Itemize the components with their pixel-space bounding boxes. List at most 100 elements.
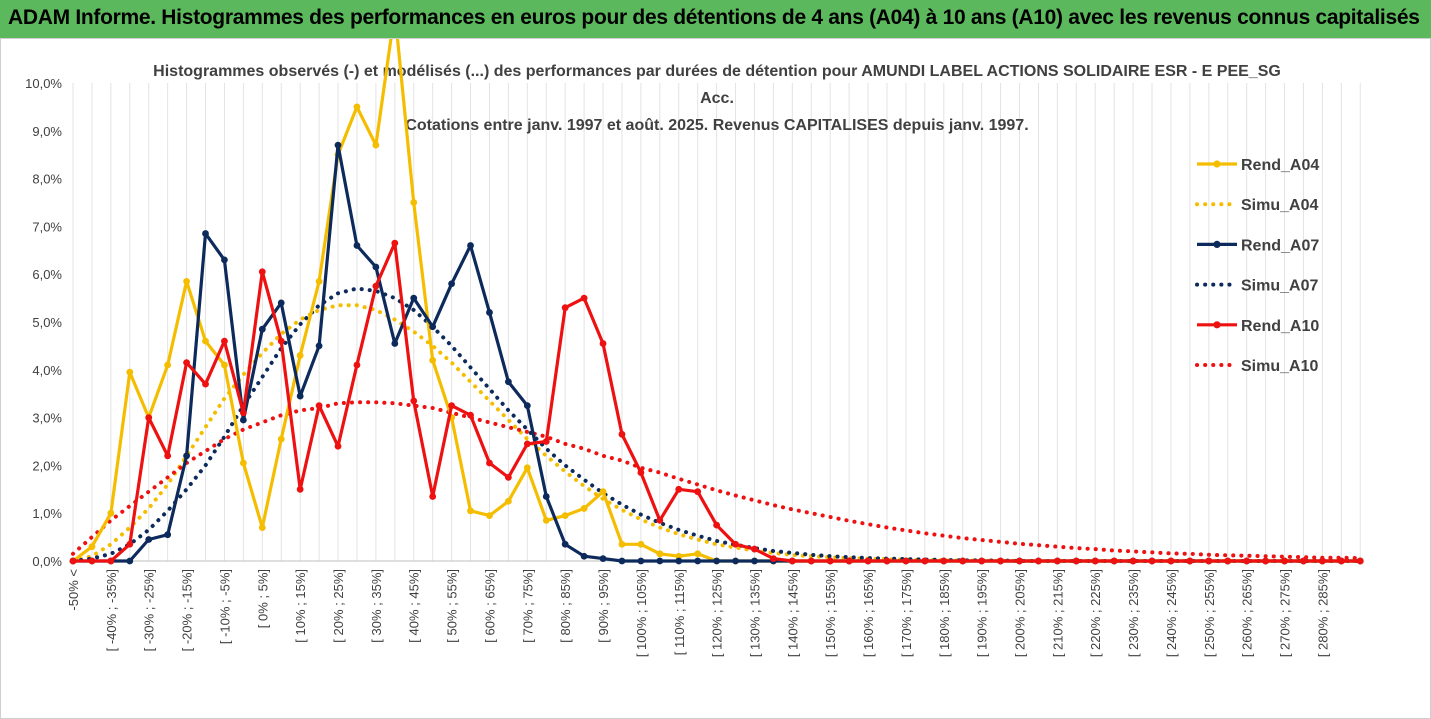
data-point-Rend_A10 xyxy=(713,521,721,529)
data-point-Rend_A10 xyxy=(1318,557,1326,565)
data-point-Rend_A07 xyxy=(315,342,323,350)
x-tick-label: [ 140% ; 145%] xyxy=(785,569,800,657)
data-point-Rend_A04 xyxy=(637,540,645,548)
data-point-Rend_A10 xyxy=(959,557,967,565)
data-point-Rend_A10 xyxy=(1035,557,1042,565)
data-point-Rend_A10 xyxy=(1186,557,1194,565)
chart-title-line: Cotations entre janv. 1997 et août. 2025… xyxy=(405,117,1028,134)
data-point-Rend_A10 xyxy=(637,469,645,476)
performance-histogram-chart: 0,0% 1,0% 2,0% 3,0% 4,0% 5,0% 6,0% 7,0% 8,0% 9,0%… xyxy=(25,39,1364,657)
data-point-Rend_A10 xyxy=(467,411,474,419)
data-point-Rend_A07 xyxy=(353,242,361,249)
y-tick-label: 0,0% xyxy=(32,554,62,569)
data-point-Rend_A10 xyxy=(88,557,96,565)
x-tick-label: [ 210% ; 215%] xyxy=(1050,569,1065,657)
x-tick-label: [ 120% ; 125%] xyxy=(710,569,725,657)
x-tick-label: [ 200% ; 205%] xyxy=(1013,569,1028,657)
x-tick-label: [ 60% ; 65%] xyxy=(482,569,497,643)
data-point-Rend_A10 xyxy=(448,402,455,410)
x-tick-label: [ 0% ; 5%] xyxy=(255,569,270,628)
data-point-Rend_A07 xyxy=(561,540,569,548)
x-tick-label: [ 170% ; 175%] xyxy=(899,569,914,657)
data-point-Rend_A10 xyxy=(1356,557,1364,565)
data-point-Rend_A10 xyxy=(978,557,986,565)
data-point-Rend_A10 xyxy=(1072,557,1080,565)
legend-marker xyxy=(1213,240,1221,248)
data-point-Rend_A07 xyxy=(183,452,190,460)
x-tick-label: -50% < xyxy=(66,569,81,611)
data-point-Rend_A07 xyxy=(599,555,607,563)
legend-entry-Simu_A04: Simu_A04 xyxy=(1195,197,1318,214)
data-point-Rend_A07 xyxy=(637,557,645,565)
data-point-Rend_A04 xyxy=(126,368,134,376)
data-point-Rend_A04 xyxy=(675,552,683,560)
data-point-Rend_A10 xyxy=(391,239,399,247)
legend-label: Simu_A04 xyxy=(1241,197,1318,214)
data-point-Rend_A07 xyxy=(410,294,418,302)
data-point-Rend_A04 xyxy=(618,540,626,548)
data-point-Rend_A07 xyxy=(675,557,683,565)
data-point-Rend_A07 xyxy=(656,557,664,565)
series-lines xyxy=(69,39,1364,565)
x-tick-label: [ 90% ; 95%] xyxy=(596,569,611,643)
legend-label: Rend_A07 xyxy=(1241,237,1319,254)
data-point-Rend_A10 xyxy=(258,268,266,276)
data-point-Rend_A10 xyxy=(599,340,607,347)
title-banner: ADAM Informe. Histogrammes des performan… xyxy=(0,0,1431,39)
chart-title-line: Acc. xyxy=(700,90,734,107)
data-point-Rend_A10 xyxy=(997,557,1004,565)
data-point-Rend_A10 xyxy=(429,493,437,500)
data-point-Rend_A04 xyxy=(542,516,550,524)
legend-label: Rend_A10 xyxy=(1241,318,1319,335)
x-tick-label: [ 190% ; 195%] xyxy=(975,569,990,657)
data-point-Rend_A07 xyxy=(296,392,304,400)
data-point-Rend_A04 xyxy=(580,505,588,512)
x-tick-label: [ 70% ; 75%] xyxy=(520,569,535,643)
data-point-Rend_A10 xyxy=(372,282,380,290)
legend-label: Simu_A07 xyxy=(1241,278,1318,295)
x-axis-ticks: -50% < [ -40% ; -35%] [ -30% ; -25%] [ -20%… xyxy=(66,569,1330,657)
y-tick-label: 6,0% xyxy=(32,267,62,282)
y-tick-label: 7,0% xyxy=(32,219,62,234)
data-point-Rend_A10 xyxy=(1091,557,1099,565)
data-point-Rend_A10 xyxy=(902,557,910,565)
x-tick-label: [ 260% ; 265%] xyxy=(1240,569,1255,657)
data-point-Rend_A07 xyxy=(334,141,342,149)
x-tick-label: [ -30% ; -25%] xyxy=(142,569,157,651)
x-tick-label: [ 20% ; 25%] xyxy=(331,569,346,643)
data-point-Rend_A10 xyxy=(1129,557,1137,565)
legend-marker xyxy=(1213,321,1221,329)
legend-entry-Simu_A10: Simu_A10 xyxy=(1195,358,1318,375)
legend-entry-Rend_A07: Rend_A07 xyxy=(1197,237,1319,254)
legend-marker xyxy=(1213,160,1221,168)
x-tick-label: [ -40% ; -35%] xyxy=(104,569,119,651)
data-point-Rend_A10 xyxy=(845,557,853,565)
y-tick-label: 1,0% xyxy=(32,506,62,521)
data-point-Rend_A10 xyxy=(107,557,115,565)
data-point-Rend_A07 xyxy=(542,493,550,500)
x-tick-label: [ 80% ; 85%] xyxy=(558,569,573,643)
y-tick-label: 10,0% xyxy=(25,76,62,91)
data-point-Rend_A10 xyxy=(1205,557,1213,565)
x-tick-label: [ 40% ; 45%] xyxy=(407,569,422,643)
data-point-Rend_A04 xyxy=(599,488,607,496)
data-point-Rend_A10 xyxy=(770,555,777,563)
data-point-Rend_A10 xyxy=(145,414,153,421)
data-point-Rend_A10 xyxy=(183,359,190,367)
data-point-Rend_A04 xyxy=(88,543,96,551)
data-point-Rend_A07 xyxy=(277,299,285,307)
data-point-Rend_A10 xyxy=(1224,557,1232,565)
data-point-Rend_A04 xyxy=(504,497,512,505)
legend: Rend_A04 Simu_A04 Rend_A07 Simu_A07 Rend_A10… xyxy=(1195,157,1319,375)
chart-title: Histogrammes observés (-) et modélisés (… xyxy=(153,63,1281,134)
data-point-Rend_A10 xyxy=(202,380,209,388)
x-tick-label: [ 100% ; 105%] xyxy=(634,569,649,657)
data-point-Rend_A10 xyxy=(353,361,361,369)
data-point-Rend_A07 xyxy=(751,557,758,565)
data-point-Rend_A10 xyxy=(542,438,550,445)
data-point-Rend_A07 xyxy=(239,416,247,424)
data-point-Rend_A10 xyxy=(239,409,247,417)
data-point-Rend_A10 xyxy=(788,557,796,565)
data-point-Rend_A10 xyxy=(751,545,758,553)
data-point-Rend_A10 xyxy=(1243,557,1251,565)
